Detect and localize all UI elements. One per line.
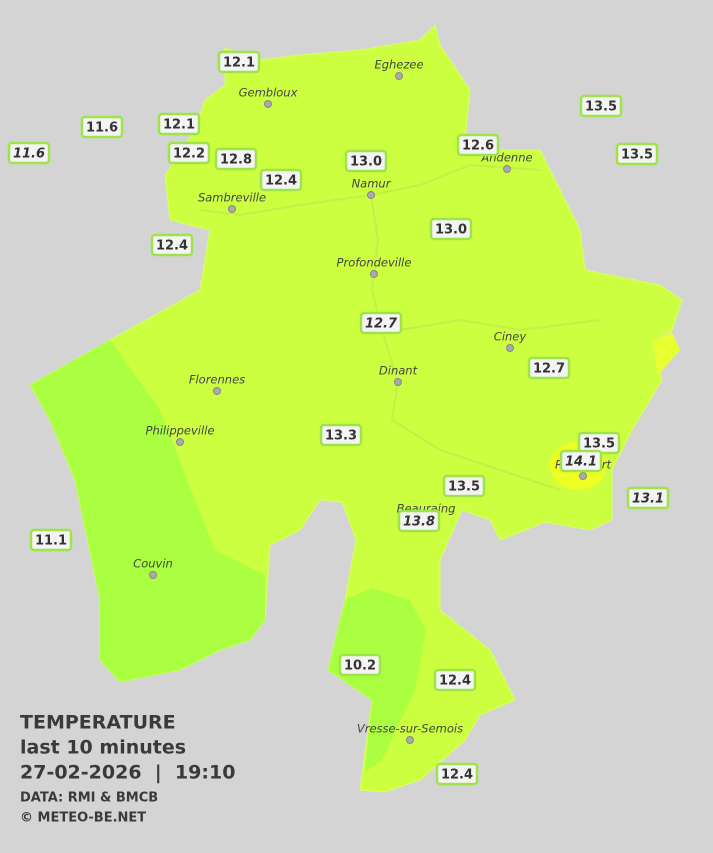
station-value: 12.2 <box>173 147 205 162</box>
station-box <box>157 112 201 136</box>
station-value: 12.8 <box>220 153 252 168</box>
warm-zone <box>652 332 680 375</box>
city-dot <box>406 736 414 744</box>
station-value: 13.5 <box>621 148 653 163</box>
station-value: 12.4 <box>441 768 473 783</box>
station-box <box>7 141 51 165</box>
copyright: © METEO-BE.NET <box>20 811 146 826</box>
city-dot <box>579 472 587 480</box>
station-box <box>150 233 194 257</box>
station-box <box>80 115 124 139</box>
city-dot <box>149 571 157 579</box>
station-value: 13.3 <box>325 429 357 444</box>
city-label: Sambreville <box>198 191 266 205</box>
source: DATA: RMI & BMCB <box>20 791 158 806</box>
station-box <box>433 668 477 692</box>
city-label: Couvin <box>133 557 173 571</box>
station-value: 11.6 <box>86 121 118 136</box>
station-box <box>429 217 473 241</box>
station-box <box>29 528 73 552</box>
station-box <box>167 141 211 165</box>
city-dot <box>264 100 272 108</box>
station-value: 13.5 <box>583 437 615 452</box>
station-value: 12.7 <box>365 317 398 332</box>
station-box <box>359 311 403 335</box>
city-label: Eghezee <box>374 58 423 72</box>
city-dot <box>370 270 378 278</box>
station-value: 12.7 <box>533 362 565 377</box>
station-value: 13.0 <box>350 155 382 170</box>
station-value: 12.4 <box>439 674 471 689</box>
station-value: 13.5 <box>585 100 617 115</box>
city-dot <box>503 165 511 173</box>
station-value: 12.1 <box>163 118 195 133</box>
station-box <box>615 142 659 166</box>
station-value: 13.1 <box>632 492 664 507</box>
station-value: 12.4 <box>265 174 297 189</box>
station-box <box>214 147 258 171</box>
station-box <box>344 149 388 173</box>
station-box <box>456 133 500 157</box>
cool-zone <box>328 588 426 772</box>
city-label: Florennes <box>189 373 245 387</box>
cool-zone <box>30 340 265 682</box>
city-label: Dinant <box>379 364 418 378</box>
station-box <box>338 653 382 677</box>
city-dot <box>228 205 236 213</box>
city-label: Namur <box>352 177 392 191</box>
station-box <box>527 356 571 380</box>
city-dot <box>506 344 514 352</box>
station-box <box>319 423 363 447</box>
station-value: 14.1 <box>565 455 597 470</box>
station-box <box>217 50 261 74</box>
city-dot <box>394 378 402 386</box>
city-label: Profondeville <box>337 256 412 270</box>
station-box <box>435 762 479 786</box>
station-value: 12.4 <box>156 239 188 254</box>
city-dot <box>176 438 184 446</box>
station-value: 13.8 <box>403 515 435 530</box>
station-value: 13.0 <box>435 223 467 238</box>
station-value: 11.1 <box>35 534 67 549</box>
station-box <box>626 486 670 510</box>
city-dot <box>213 387 221 395</box>
city-dot <box>395 72 403 80</box>
city-label: Ciney <box>494 330 527 344</box>
city-label: Vresse-sur-Semois <box>357 722 463 736</box>
station-value: 11.6 <box>13 147 45 162</box>
timestamp: 27-02-2026 | 19:10 <box>20 762 235 784</box>
station-box <box>559 449 603 473</box>
station-box <box>579 94 623 118</box>
station-value: 13.5 <box>448 480 480 495</box>
station-box <box>442 474 486 498</box>
station-value: 12.6 <box>462 139 494 154</box>
station-box <box>259 168 303 192</box>
station-value: 12.1 <box>223 56 255 71</box>
city-dot <box>367 191 375 199</box>
city-label: Philippeville <box>146 424 215 438</box>
station-box <box>397 509 441 533</box>
map-subtitle: last 10 minutes <box>20 737 186 759</box>
map-title: TEMPERATURE <box>20 712 176 734</box>
city-label: Gembloux <box>239 86 298 100</box>
station-value: 10.2 <box>344 659 376 674</box>
